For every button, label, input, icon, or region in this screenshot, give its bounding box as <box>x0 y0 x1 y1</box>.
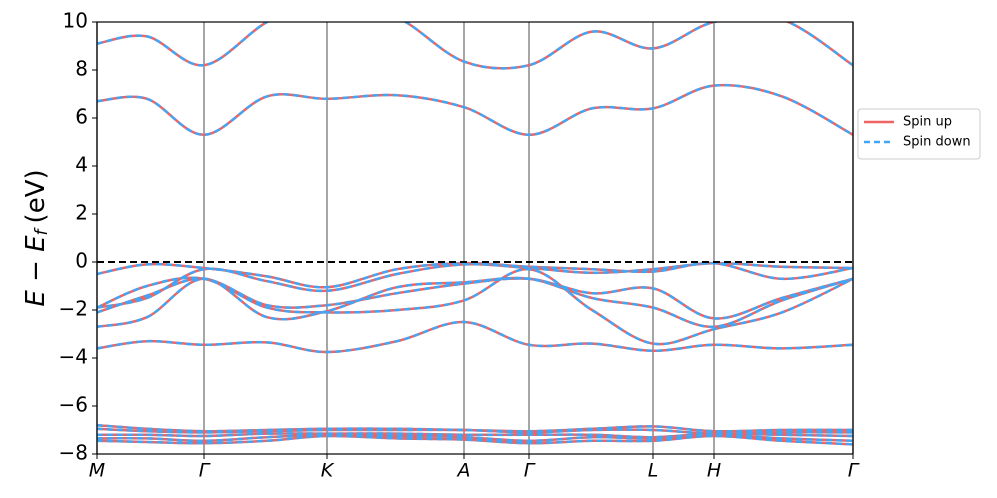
band-line <box>97 320 853 354</box>
band-line <box>97 22 853 70</box>
y-tick-label: −8 <box>59 441 88 465</box>
legend-label: Spin up <box>903 115 952 130</box>
y-tick-label: 8 <box>75 57 88 81</box>
grid <box>96 22 854 454</box>
x-tick-label: Γ <box>199 460 211 482</box>
y-label-main: E − E <box>21 235 51 307</box>
y-tick-label: 0 <box>75 249 88 273</box>
y-tick-label: −4 <box>59 345 88 369</box>
band-line <box>97 22 853 70</box>
band-line <box>97 277 853 320</box>
legend: Spin up Spin down <box>857 108 981 160</box>
band-line <box>97 434 853 446</box>
y-tick-label: −2 <box>59 297 88 321</box>
band-line <box>97 261 853 289</box>
band-line <box>97 320 853 354</box>
x-tick-label: Γ <box>524 460 536 482</box>
x-tick-label: H <box>707 460 721 482</box>
x-tick-label: A <box>456 460 471 482</box>
y-tick-label: −6 <box>59 393 88 417</box>
band-line <box>97 261 853 289</box>
band-line <box>97 83 853 137</box>
y-axis-label: E − Ef (eV) <box>21 169 53 306</box>
x-tick-label: K <box>321 460 335 482</box>
band-line <box>97 83 853 137</box>
band-line <box>97 261 853 309</box>
y-label-sub: f <box>32 226 52 235</box>
y-tick-label: 10 <box>63 9 88 33</box>
x-tick-label: L <box>648 460 659 482</box>
bands <box>97 22 853 446</box>
y-tick-label: 2 <box>75 201 88 225</box>
band-line <box>97 277 853 320</box>
band-line <box>97 276 853 329</box>
legend-label: Spin down <box>903 135 971 150</box>
x-tick-label: M <box>89 460 105 482</box>
y-tick-label: 4 <box>75 153 88 177</box>
band-line <box>97 267 853 346</box>
y-label-unit: (eV) <box>21 169 51 223</box>
x-tick-label: Γ <box>848 460 860 482</box>
y-tick-label: 6 <box>75 105 88 129</box>
plot-frame <box>96 21 854 455</box>
